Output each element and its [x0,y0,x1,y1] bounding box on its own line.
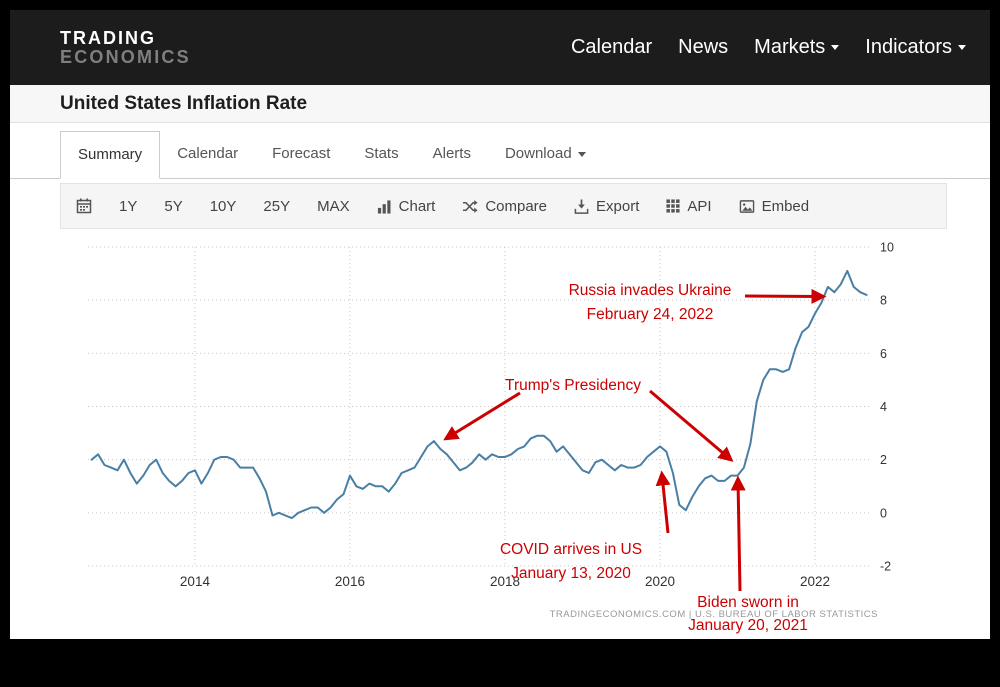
main-nav: Calendar News Markets Indicators [571,36,966,59]
svg-text:2014: 2014 [180,574,211,589]
svg-text:2: 2 [880,453,887,467]
compare-icon [462,199,478,214]
tab-download[interactable]: Download [488,131,603,178]
chart-type-button[interactable]: Chart [377,197,436,215]
svg-text:2022: 2022 [800,574,830,589]
range-10y-button[interactable]: 10Y [209,197,237,215]
compare-button[interactable]: Compare [462,198,547,215]
chevron-down-icon [577,151,586,157]
tab-alerts[interactable]: Alerts [432,145,471,162]
chart-toolbar: 1Y 5Y 10Y 25Y MAX Chart Compare Export A… [60,183,947,229]
inflation-line-chart[interactable]: -2 0 2 4 6 8 10 2014 2016 2018 2020 2022 [10,235,990,639]
range-5y-button[interactable]: 5Y [164,197,183,215]
chevron-down-icon [831,45,840,51]
date-range-picker-button[interactable] [76,198,92,214]
trading-economics-logo[interactable]: TRADING ECONOMICS [60,27,191,67]
top-navigation-bar: TRADING ECONOMICS Calendar News Markets … [10,10,990,85]
api-button[interactable]: API [666,197,712,215]
annotation-trumps-presidency: Trump's Presidency [505,374,641,398]
chart-area: -2 0 2 4 6 8 10 2014 2016 2018 2020 2022 TRADINGECO… [10,235,990,639]
nav-markets-label: Markets [754,36,826,58]
range-25y-button[interactable]: 25Y [263,197,291,215]
export-button-label: Export [596,197,640,215]
svg-text:2018: 2018 [490,574,520,589]
compare-button-label: Compare [485,197,548,215]
embed-button-label: Embed [761,197,810,215]
nav-calendar-label: Calendar [570,36,653,58]
screenshot-frame: TRADING ECONOMICS Calendar News Markets … [0,10,1000,687]
export-button[interactable]: Export [574,198,639,215]
annotation-covid-arrives: COVID arrives in US January 13, 2020 [500,538,642,586]
tab-summary[interactable]: Summary [60,131,161,179]
tab-download-label: Download [504,145,572,162]
api-grid-icon [666,199,680,213]
api-button-label: API [687,197,712,215]
embed-button[interactable]: Embed [739,197,810,215]
calendar-icon [76,198,92,214]
annotation-line: Russia invades Ukraine [568,282,732,299]
nav-news[interactable]: News [678,36,728,59]
page-title-bar: United States Inflation Rate [10,85,990,123]
source-attribution: TRADINGECONOMICS.COM | U.S. BUREAU OF LA… [549,609,878,620]
annotation-line: Trump's Presidency [505,377,641,394]
svg-text:6: 6 [880,347,887,361]
bar-chart-icon [377,199,392,214]
annotation-line: Biden sworn in [697,594,799,611]
logo-line-trading: TRADING [60,27,156,48]
tab-bar: Summary Calendar Forecast Stats Alerts D… [10,123,990,179]
chevron-down-icon [958,45,966,51]
page-title: United States Inflation Rate [60,92,308,114]
annotation-biden-sworn-in: Biden sworn in January 20, 2021 [688,591,808,637]
svg-text:2020: 2020 [645,574,675,589]
nav-indicators-label: Indicators [865,36,952,58]
logo-line-economics: ECONOMICS [60,46,191,67]
nav-indicators[interactable]: Indicators [865,36,966,59]
embed-image-icon [739,199,755,214]
export-icon [574,198,589,214]
range-1y-button[interactable]: 1Y [119,197,138,215]
nav-news-label: News [678,36,729,58]
tab-forecast[interactable]: Forecast [272,145,331,162]
svg-text:0: 0 [880,506,887,520]
page-content: TRADING ECONOMICS Calendar News Markets … [10,10,990,639]
svg-text:-2: -2 [880,560,891,574]
annotation-line: February 24, 2022 [586,306,714,323]
nav-markets[interactable]: Markets [754,36,840,59]
annotation-russia-invades-ukraine: Russia invades Ukraine February 24, 2022 [569,279,732,327]
svg-text:4: 4 [880,400,887,414]
svg-text:8: 8 [880,294,887,308]
annotation-line: January 20, 2021 [688,617,808,634]
nav-calendar[interactable]: Calendar [571,36,652,59]
svg-text:2016: 2016 [335,574,365,589]
annotation-line: COVID arrives in US [499,541,643,558]
range-max-button[interactable]: MAX [317,197,350,215]
svg-text:10: 10 [880,241,894,255]
tab-stats[interactable]: Stats [364,145,399,162]
chart-button-label: Chart [398,197,436,215]
tab-calendar[interactable]: Calendar [177,145,239,162]
annotation-line: January 13, 2020 [511,565,631,582]
